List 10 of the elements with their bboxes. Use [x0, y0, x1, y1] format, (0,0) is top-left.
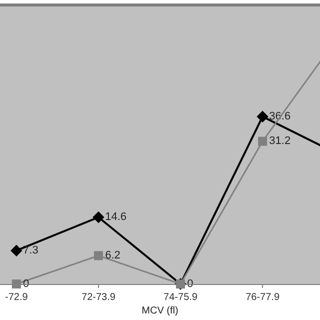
x-tick-label: 72-73.9 — [82, 292, 116, 303]
x-tick-label: -72.9 — [5, 292, 28, 303]
data-label: 14.6 — [105, 210, 127, 223]
x-tick-label: 74-75.9 — [164, 292, 198, 303]
x-axis-title: MCV (fl) — [142, 306, 178, 316]
data-label: 31.2 — [269, 135, 291, 148]
data-label: 6.2 — [105, 249, 120, 262]
data-label: 36.6 — [269, 110, 291, 122]
x-tick-label: 76-77.9 — [246, 292, 280, 303]
data-label: 7.3 — [23, 244, 38, 256]
